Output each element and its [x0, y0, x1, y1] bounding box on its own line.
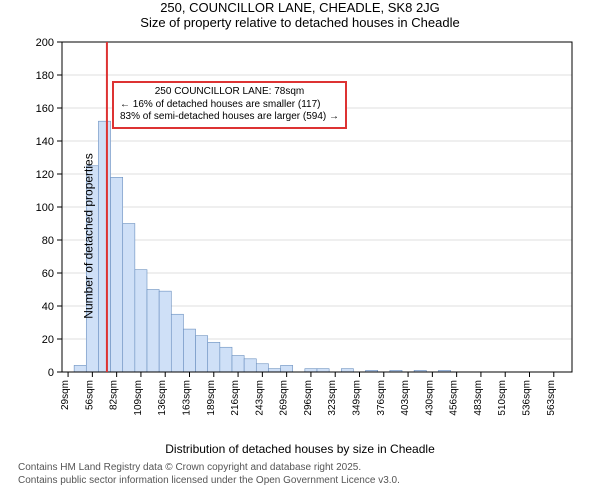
svg-text:60: 60 [42, 268, 54, 280]
callout-box: 250 COUNCILLOR LANE: 78sqm← 16% of detac… [112, 81, 347, 129]
x-tick-label: 403sqm [400, 380, 411, 416]
x-tick-label: 216sqm [230, 380, 241, 416]
histogram-bar [244, 359, 256, 372]
histogram-bar [208, 342, 220, 372]
svg-text:20: 20 [42, 334, 54, 346]
svg-text:200: 200 [36, 37, 54, 49]
x-tick-label: 376sqm [376, 380, 387, 416]
histogram-bar [256, 364, 268, 372]
y-axis-label: Number of detached properties [82, 153, 96, 318]
x-tick-label: 136sqm [157, 380, 168, 416]
footer-line-1: Contains HM Land Registry data © Crown c… [18, 462, 600, 475]
histogram-bar [196, 336, 208, 372]
page-subtitle: Size of property relative to detached ho… [0, 15, 600, 30]
histogram-bar [220, 347, 232, 372]
x-tick-label: 510sqm [497, 380, 508, 416]
x-tick-label: 536sqm [522, 380, 533, 416]
histogram-bar [147, 290, 159, 373]
svg-text:40: 40 [42, 301, 54, 313]
histogram-bar [98, 121, 110, 372]
callout-line: ← 16% of detached houses are smaller (11… [120, 99, 339, 112]
histogram-bar [123, 224, 135, 373]
svg-text:180: 180 [36, 70, 54, 82]
x-tick-label: 109sqm [133, 380, 144, 416]
x-tick-label: 349sqm [352, 380, 363, 416]
histogram-bar [171, 314, 183, 372]
svg-text:160: 160 [36, 103, 54, 115]
histogram-bar [111, 177, 123, 372]
histogram-bar [135, 270, 147, 372]
svg-text:140: 140 [36, 136, 54, 148]
x-tick-label: 82sqm [109, 380, 120, 410]
x-tick-label: 243sqm [254, 380, 265, 416]
svg-text:120: 120 [36, 169, 54, 181]
svg-text:80: 80 [42, 235, 54, 247]
callout-line: 83% of semi-detached houses are larger (… [120, 111, 339, 124]
footer: Contains HM Land Registry data © Crown c… [0, 462, 600, 487]
x-tick-label: 430sqm [424, 380, 435, 416]
x-tick-label: 296sqm [303, 380, 314, 416]
histogram-bar [281, 365, 293, 372]
x-tick-label: 323sqm [327, 380, 338, 416]
x-tick-label: 29sqm [60, 380, 71, 410]
x-tick-label: 483sqm [473, 380, 484, 416]
footer-line-2: Contains public sector information licen… [18, 475, 600, 488]
x-tick-label: 189sqm [206, 380, 217, 416]
histogram-bar [232, 356, 244, 373]
histogram-bar [159, 291, 171, 372]
chart-container: Number of detached properties 0 20 40 60 80 1… [0, 32, 600, 440]
histogram-bar [74, 365, 86, 372]
x-tick-label: 563sqm [546, 380, 557, 416]
x-tick-label: 56sqm [84, 380, 95, 410]
callout-line: 250 COUNCILLOR LANE: 78sqm [120, 86, 339, 99]
svg-text:0: 0 [48, 367, 54, 379]
svg-text:100: 100 [36, 202, 54, 214]
x-tick-label: 269sqm [279, 380, 290, 416]
x-tick-label: 456sqm [449, 380, 460, 416]
histogram-bar [183, 329, 195, 372]
x-axis-label: Distribution of detached houses by size … [0, 442, 600, 456]
x-tick-label: 163sqm [182, 380, 193, 416]
page-title: 250, COUNCILLOR LANE, CHEADLE, SK8 2JG [0, 0, 600, 15]
